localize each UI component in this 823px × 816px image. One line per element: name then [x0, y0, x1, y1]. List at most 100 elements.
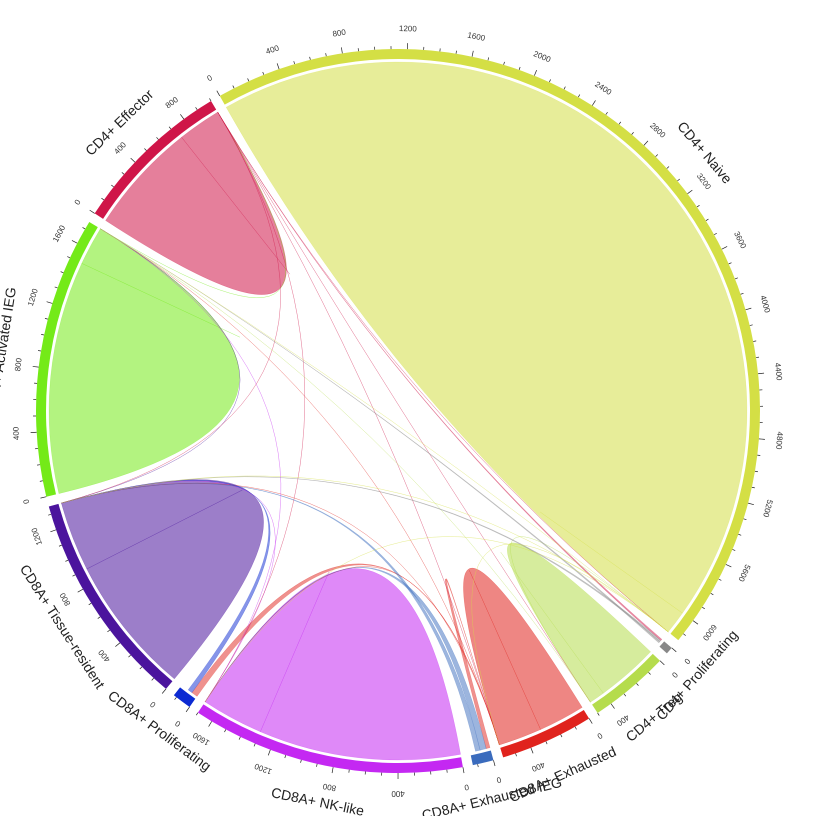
sector-cd8a-exhausted-ieg [470, 750, 494, 766]
tick-mark [144, 148, 147, 151]
sector-cd8a-exhausted [500, 709, 590, 758]
link-cd8a-exhausted-to-cd8a-proliferating [191, 563, 500, 746]
tick-mark [180, 114, 185, 120]
tick-mark [88, 602, 92, 606]
tick-mark [503, 61, 505, 65]
link-cd4-naive-to-cd8a-nk-like [204, 536, 669, 702]
tick-mark [549, 79, 551, 83]
tick-mark [643, 140, 649, 146]
tick-mark [72, 574, 76, 577]
tick-mark [341, 47, 343, 54]
tick-mark [41, 334, 45, 336]
link-cd8a-tissue-resident-to-cd8a-tissue-resident [61, 479, 264, 680]
tick-label: 1200 [29, 526, 44, 546]
tick-mark [710, 592, 714, 596]
tick-mark [591, 100, 596, 106]
tick-label: 0 [495, 775, 502, 785]
tick-mark [648, 672, 651, 675]
tick-mark [238, 736, 241, 740]
tick-mark [631, 132, 634, 135]
tick-label: 1200 [253, 761, 273, 776]
tick-mark [300, 759, 302, 763]
tick-mark [578, 94, 581, 98]
tick-mark [563, 86, 566, 90]
tick-mark [65, 559, 69, 562]
tick-mark [174, 697, 177, 700]
tick-mark [754, 470, 758, 473]
tick-mark [597, 712, 600, 716]
tick-label: 0 [463, 782, 470, 792]
tick-mark [753, 340, 757, 342]
tick-label: 0 [670, 670, 680, 680]
tick-label: 1600 [191, 730, 211, 747]
tick-mark [185, 706, 190, 713]
tick-mark [107, 629, 111, 633]
tick-label: 400 [96, 647, 112, 663]
sector-label-cd8a-nk-like: CD8A+ NK-like [270, 784, 366, 816]
tick-label: 800 [164, 95, 181, 110]
tick-mark [518, 66, 521, 70]
tick-mark [751, 486, 755, 489]
tick-mark [115, 642, 121, 647]
tick-label: 4400 [773, 362, 784, 381]
tick-mark [224, 729, 227, 733]
tick-mark [247, 78, 250, 82]
sector-cd4-proliferating [659, 641, 672, 654]
tick-mark [293, 61, 295, 65]
tick-label: 0 [595, 731, 604, 741]
sector-label-cd8a-proliferating: CD8A+ Proliferating [105, 687, 214, 774]
tick-mark [560, 734, 563, 738]
tick-mark [267, 749, 271, 756]
tick-mark [262, 71, 265, 75]
tick-mark [728, 262, 732, 265]
tick-mark [156, 137, 159, 140]
link-cd4-proliferating-to-cd8a-tissue-resident [61, 476, 662, 643]
tick-mark [71, 240, 78, 244]
tick-mark [666, 166, 670, 169]
link-cd8a-proliferating-to-cd8a-tissue-resident [61, 479, 271, 694]
link-cd4-naive-to-cd4-activated-ieg [100, 228, 669, 633]
tick-label: 400 [112, 140, 128, 156]
tick-label: 0 [73, 197, 83, 206]
tick-mark [732, 549, 736, 551]
tick-mark [48, 513, 52, 516]
tick-mark [284, 755, 287, 759]
tick-mark [588, 718, 593, 724]
tick-label: 3200 [695, 172, 713, 192]
tick-label: 400 [615, 713, 632, 728]
tick-label: 1200 [26, 287, 40, 307]
link-cd4-effector-to-cd4-effector [105, 111, 291, 295]
tick-mark [209, 98, 212, 102]
tick-mark [161, 688, 167, 694]
tick-mark [232, 85, 235, 89]
tick-label: 0 [206, 73, 215, 83]
tick-mark [545, 741, 548, 745]
tick-label: 4000 [758, 294, 772, 314]
tick-label: 0 [148, 699, 158, 709]
tick-label: 400 [391, 789, 405, 798]
sector-label-cd4-activated-ieg: CD4+ Activated IEG [0, 286, 19, 412]
tick-mark [534, 69, 537, 76]
tick-label: 5200 [761, 499, 774, 519]
tick-label: 0 [173, 718, 182, 728]
link-cd8a-exhausted-to-cd8a-exhausted [463, 567, 583, 746]
tick-label: 400 [530, 760, 546, 773]
tick-mark [705, 218, 709, 221]
tick-label: 2400 [593, 80, 613, 97]
tick-mark [738, 533, 742, 536]
tick-label: 800 [322, 781, 337, 792]
tick-mark [54, 286, 58, 289]
link-cd8a-nk-like-to-cd8a-nk-like [204, 568, 461, 761]
tick-mark [515, 753, 517, 757]
tick-mark [740, 292, 744, 295]
tick-mark [477, 764, 479, 768]
tick-mark [208, 721, 212, 727]
tick-label: 800 [13, 357, 24, 372]
tick-mark [32, 366, 39, 368]
tick-mark [696, 204, 700, 208]
tick-mark [713, 232, 717, 236]
tick-mark [82, 227, 86, 230]
sector-cd4-activated-ieg [35, 221, 98, 497]
tick-mark [151, 677, 154, 681]
sector-cd8a-proliferating [173, 687, 196, 707]
